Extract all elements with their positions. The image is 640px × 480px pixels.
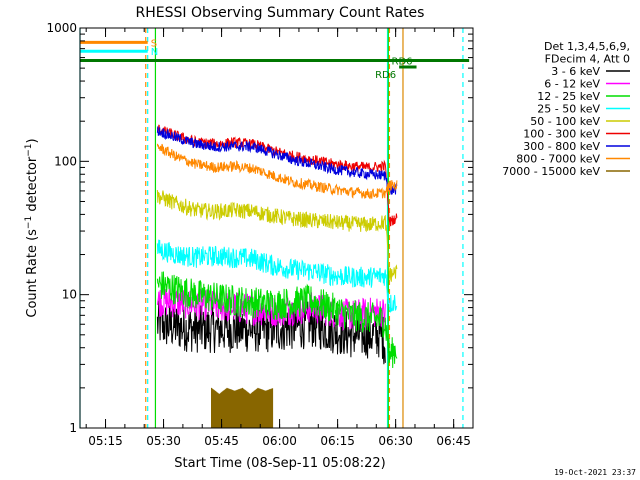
legend-header: Det 1,3,4,5,6,9,	[544, 40, 630, 53]
x-tick-label: 06:00	[262, 434, 297, 448]
series-trace-3	[156, 239, 398, 313]
series-trace-4	[156, 189, 398, 282]
plot-area: SN RD6 RD6	[79, 28, 470, 428]
legend-header: FDecim 4, Att 0	[545, 53, 630, 66]
y-tick-label: 10	[62, 288, 77, 302]
annotation-label: RD6	[375, 70, 396, 81]
x-tick-label: 06:15	[320, 434, 355, 448]
x-axis: 05:15 05:30 05:45 06:00 06:15 06:30 06:45	[85, 28, 474, 448]
timestamp-stamp: 19-Oct-2021 23:37	[554, 468, 636, 477]
y-tick-label: 1	[69, 421, 77, 435]
series-trace-2	[156, 271, 398, 369]
legend-label: 12 - 25 keV	[537, 90, 600, 103]
y-tick-label: 100	[54, 154, 77, 168]
legend-label: 50 - 100 keV	[530, 115, 600, 128]
y-axis-label: Count Rate (s−1 detector−1)	[24, 138, 40, 317]
annotation-label: N	[151, 47, 158, 58]
legend-label: 800 - 7000 keV	[516, 153, 600, 166]
x-tick-label: 05:30	[146, 434, 181, 448]
legend: Det 1,3,4,5,6,9,FDecim 4, Att 03 - 6 keV…	[502, 40, 630, 178]
x-tick-label: 06:30	[378, 434, 413, 448]
x-tick-label: 05:45	[204, 434, 239, 448]
y-tick-label: 1000	[46, 21, 77, 35]
legend-label: 3 - 6 keV	[551, 65, 600, 78]
legend-label: 25 - 50 keV	[537, 103, 600, 116]
series-trace-6	[156, 126, 398, 195]
chart-title: RHESSI Observing Summary Count Rates	[136, 5, 425, 21]
x-tick-label: 06:45	[436, 434, 471, 448]
y-axis: 1 10 100 1000	[46, 21, 473, 435]
legend-label: 6 - 12 keV	[544, 78, 600, 91]
legend-label: 7000 - 15000 keV	[502, 165, 600, 178]
annotation-label: RD6	[392, 57, 413, 68]
axis-frame	[79, 27, 474, 429]
series-trace-8	[211, 387, 274, 428]
legend-label: 300 - 800 keV	[523, 140, 600, 153]
x-tick-label: 05:15	[88, 434, 123, 448]
series-trace-0	[156, 300, 386, 365]
x-axis-label: Start Time (08-Sep-11 05:08:22)	[174, 456, 385, 471]
annotation-label: S	[151, 38, 157, 49]
series-trace-7	[156, 143, 398, 200]
legend-label: 100 - 300 keV	[523, 128, 600, 141]
